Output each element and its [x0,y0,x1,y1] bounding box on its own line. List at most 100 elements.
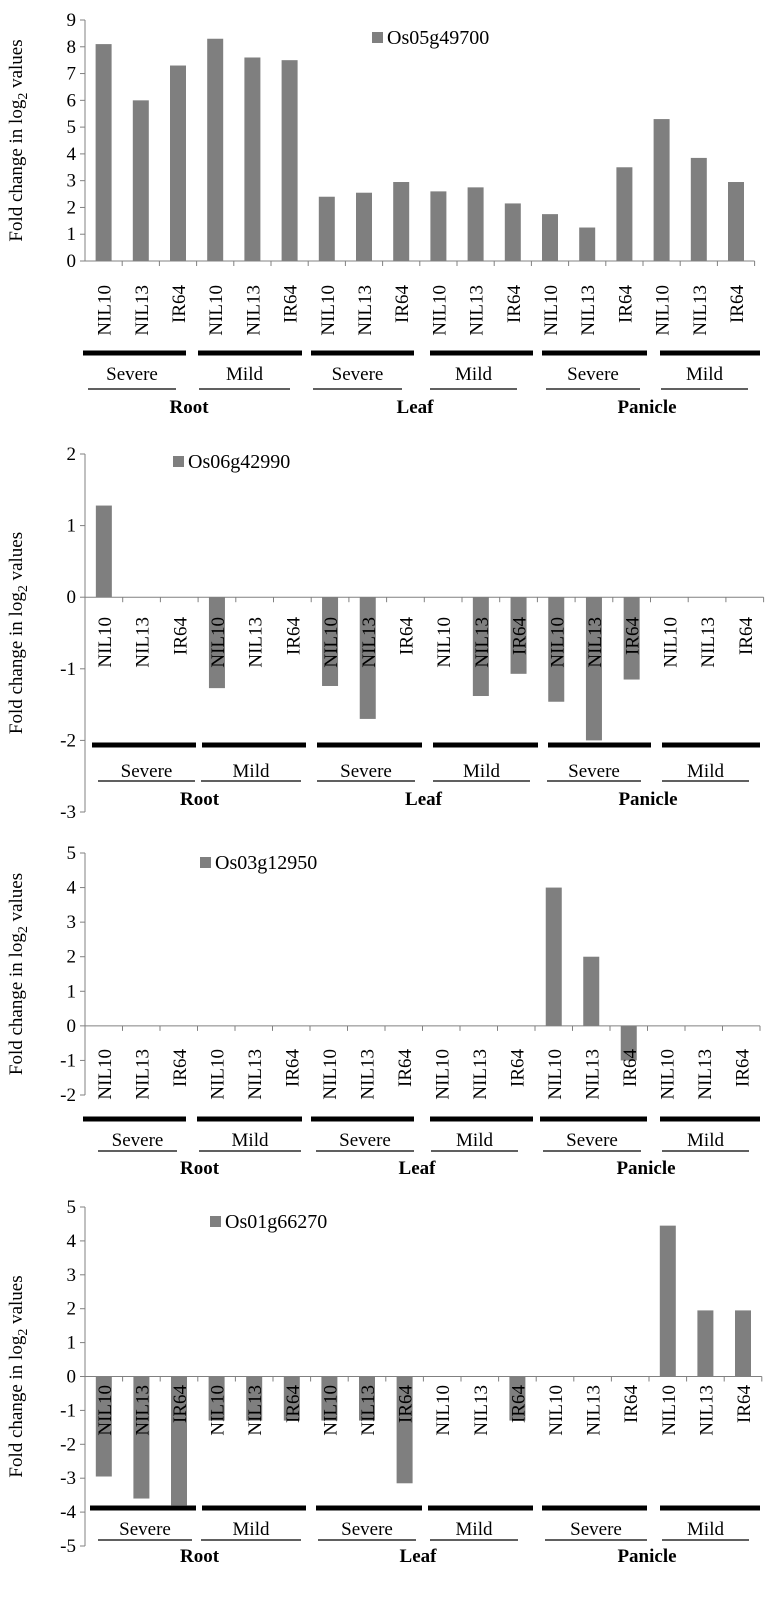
legend-label: Os05g49700 [387,27,489,49]
category-label: IR64 [281,285,302,324]
y-tick-label: 3 [67,1265,77,1286]
condition-label: Mild [233,761,270,782]
bar [659,1225,676,1377]
category-label: NIL10 [653,285,674,336]
condition-label: Severe [112,1130,164,1151]
category-label: NIL10 [95,1049,116,1100]
category-label: NIL10 [320,1385,341,1436]
bar [735,1310,751,1377]
y-tick-label: 1 [67,516,77,537]
category-label: IR64 [620,1049,641,1088]
category-label: NIL10 [429,285,450,336]
category-label: IR64 [623,617,644,656]
bar [509,1376,526,1421]
y-tick-label: 2 [67,444,77,465]
bar [318,196,335,261]
y-tick-label: 4 [67,878,77,899]
category-label: IR64 [734,1385,755,1424]
chart-panel-os01g66270: 5 4 3 2 1 0 -1 -2 -3 -4 -5 NIL10 NIL13 IR64 NIL10 NIL13… [6,1197,763,1567]
category-label: NIL10 [660,617,681,668]
y-tick-label: 6 [67,90,77,111]
y-axis-label-suffix: values [6,1275,27,1328]
bar [359,597,376,719]
condition-label: Mild [226,364,263,385]
y-tick-label: 1 [67,981,77,1002]
category-label: NIL13 [698,617,719,668]
condition-label: Severe [340,761,392,782]
legend-label: Os01g66270 [225,1211,327,1233]
category-label: IR64 [283,617,304,656]
bar [697,1310,714,1377]
y-tick-label: -2 [60,1085,76,1106]
category-label: NIL10 [659,1385,680,1436]
y-tick-label: 1 [67,224,77,245]
category-label: IR64 [170,617,191,656]
condition-label: Severe [570,1519,622,1540]
y-axis-label-suffix: values [6,532,27,585]
chart-panel-os05g49700: 0 1 2 3 4 5 6 7 8 9 NIL10 NIL13 IR64 NIL10 NIL13 IR64 NI… [6,10,760,418]
legend-label: Os06g42990 [188,451,290,473]
y-tick-label: -1 [60,1050,76,1071]
y-tick-label: 2 [67,947,77,968]
tissue-label: Panicle [617,1546,676,1567]
condition-label: Severe [339,1130,391,1151]
category-label: NIL10 [546,1385,567,1436]
category-label: NIL13 [467,285,488,336]
y-tick-label: 1 [67,1333,77,1354]
category-label: IR64 [169,285,190,324]
y-axis-label-subscript: 2 [16,1329,31,1336]
category-label: NIL13 [357,1049,378,1100]
bar [170,65,186,262]
category-label: NIL10 [321,617,342,668]
category-label: IR64 [507,1049,528,1088]
bar [583,956,600,1026]
category-label: NIL10 [657,1049,678,1100]
category-label: IR64 [170,1385,191,1424]
category-label: IR64 [392,285,413,324]
category-label: NIL13 [132,1385,153,1436]
bar [728,182,744,261]
category-label: NIL10 [434,617,455,668]
y-tick-label: 5 [67,1197,77,1218]
condition-label: Mild [686,364,723,385]
category-label: NIL13 [578,285,599,336]
y-axis-label-suffix: values [6,39,27,92]
category-label: IR64 [732,1049,753,1088]
tissue-label: Root [180,789,220,810]
y-axis-label: Fold change in log2 values [6,873,31,1075]
bar [690,157,707,261]
bar [244,57,261,261]
category-label: NIL10 [95,617,116,668]
condition-label: Mild [232,1130,269,1151]
category-label: NIL10 [95,1385,116,1436]
tissue-label: Root [180,1546,220,1567]
y-tick-label: 8 [67,37,77,58]
category-label: IR64 [621,1385,642,1424]
y-tick-label: 0 [67,1016,77,1037]
y-tick-label: 2 [67,1299,77,1320]
bar [623,597,640,680]
condition-label: Mild [463,761,500,782]
y-axis-label-subscript: 2 [16,585,31,592]
y-axis-label-subscript: 2 [16,93,31,100]
category-label: NIL10 [545,1049,566,1100]
bar [467,187,484,261]
condition-label: Severe [119,1519,171,1540]
bar [545,887,562,1026]
y-tick-label: 4 [67,1231,77,1252]
bar [283,1376,300,1421]
category-label: IR64 [508,1385,529,1424]
category-label: IR64 [504,285,525,324]
category-label: NIL13 [245,1385,266,1436]
bar [95,44,112,261]
category-label: NIL13 [695,1049,716,1100]
category-label: IR64 [283,1385,304,1424]
category-label: IR64 [170,1049,191,1088]
category-label: NIL13 [245,1049,266,1100]
bar [472,597,489,697]
category-label: NIL10 [206,285,227,336]
bar [510,597,527,674]
bar [132,100,149,261]
bar [281,60,298,261]
bar [504,203,521,261]
